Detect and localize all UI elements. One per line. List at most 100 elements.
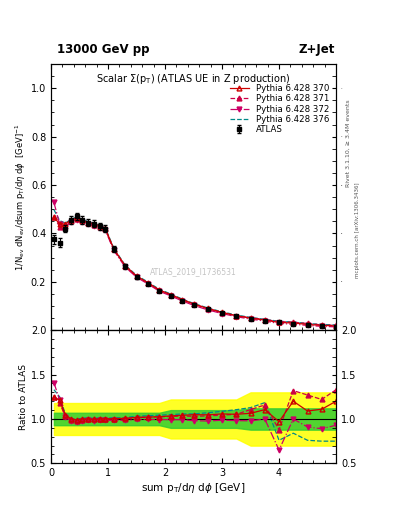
- Pythia 6.428 372: [92, 223, 96, 229]
- Text: ATLAS_2019_I1736531: ATLAS_2019_I1736531: [150, 267, 237, 276]
- Pythia 6.428 370: [248, 315, 253, 321]
- Pythia 6.428 372: [234, 314, 239, 320]
- Pythia 6.428 376: [86, 219, 90, 225]
- Pythia 6.428 370: [145, 280, 150, 286]
- Pythia 6.428 372: [157, 288, 162, 294]
- Pythia 6.428 370: [92, 221, 96, 227]
- Pythia 6.428 370: [57, 221, 62, 227]
- Pythia 6.428 372: [80, 219, 85, 225]
- Pythia 6.428 376: [112, 245, 116, 251]
- Pythia 6.428 370: [80, 217, 85, 223]
- Pythia 6.428 372: [169, 293, 173, 299]
- Pythia 6.428 370: [97, 223, 102, 229]
- Pythia 6.428 370: [220, 309, 224, 315]
- Pythia 6.428 376: [234, 312, 239, 318]
- Line: Pythia 6.428 372: Pythia 6.428 372: [51, 200, 338, 329]
- Pythia 6.428 376: [69, 216, 73, 222]
- Pythia 6.428 376: [97, 222, 102, 228]
- Pythia 6.428 370: [334, 323, 338, 329]
- Pythia 6.428 376: [220, 309, 224, 315]
- Pythia 6.428 371: [305, 321, 310, 327]
- Pythia 6.428 371: [123, 263, 127, 269]
- X-axis label: sum p$_\mathregular{T}$/d$\eta$ d$\phi$ [GeV]: sum p$_\mathregular{T}$/d$\eta$ d$\phi$ …: [141, 481, 246, 495]
- Pythia 6.428 372: [134, 274, 139, 280]
- Text: Z+Jet: Z+Jet: [299, 42, 335, 56]
- Pythia 6.428 376: [123, 262, 127, 268]
- Pythia 6.428 376: [206, 305, 210, 311]
- Pythia 6.428 372: [103, 227, 108, 233]
- Pythia 6.428 372: [145, 281, 150, 287]
- Pythia 6.428 376: [191, 301, 196, 307]
- Pythia 6.428 371: [80, 218, 85, 224]
- Pythia 6.428 372: [74, 217, 79, 223]
- Pythia 6.428 371: [63, 223, 68, 229]
- Pythia 6.428 376: [63, 220, 68, 226]
- Pythia 6.428 371: [180, 296, 185, 303]
- Pythia 6.428 371: [157, 287, 162, 293]
- Pythia 6.428 371: [191, 301, 196, 307]
- Pythia 6.428 372: [97, 225, 102, 231]
- Pythia 6.428 376: [51, 207, 56, 213]
- Pythia 6.428 376: [305, 321, 310, 327]
- Line: Pythia 6.428 376: Pythia 6.428 376: [54, 210, 336, 325]
- Pythia 6.428 371: [169, 292, 173, 298]
- Pythia 6.428 371: [92, 222, 96, 228]
- Pythia 6.428 372: [320, 323, 324, 329]
- Pythia 6.428 371: [248, 314, 253, 321]
- Pythia 6.428 370: [157, 287, 162, 293]
- Pythia 6.428 372: [263, 318, 267, 324]
- Pythia 6.428 371: [97, 224, 102, 230]
- Pythia 6.428 370: [305, 322, 310, 328]
- Pythia 6.428 376: [291, 319, 296, 325]
- Pythia 6.428 376: [334, 322, 338, 328]
- Pythia 6.428 372: [305, 323, 310, 329]
- Pythia 6.428 370: [291, 320, 296, 326]
- Text: Rivet 3.1.10, ≥ 3.4M events: Rivet 3.1.10, ≥ 3.4M events: [345, 99, 350, 187]
- Pythia 6.428 376: [134, 272, 139, 279]
- Pythia 6.428 371: [320, 322, 324, 328]
- Pythia 6.428 371: [74, 216, 79, 222]
- Pythia 6.428 370: [63, 221, 68, 227]
- Pythia 6.428 372: [291, 321, 296, 327]
- Pythia 6.428 376: [74, 214, 79, 220]
- Pythia 6.428 376: [169, 291, 173, 297]
- Pythia 6.428 371: [51, 214, 56, 220]
- Pythia 6.428 371: [234, 313, 239, 319]
- Pythia 6.428 371: [263, 316, 267, 323]
- Pythia 6.428 370: [134, 273, 139, 279]
- Pythia 6.428 376: [277, 318, 281, 325]
- Pythia 6.428 370: [103, 225, 108, 231]
- Pythia 6.428 372: [51, 199, 56, 205]
- Pythia 6.428 376: [157, 286, 162, 292]
- Pythia 6.428 370: [263, 317, 267, 323]
- Pythia 6.428 370: [51, 214, 56, 220]
- Pythia 6.428 372: [334, 324, 338, 330]
- Line: Pythia 6.428 370: Pythia 6.428 370: [51, 215, 338, 328]
- Pythia 6.428 370: [86, 220, 90, 226]
- Pythia 6.428 376: [320, 322, 324, 328]
- Pythia 6.428 372: [57, 221, 62, 227]
- Pythia 6.428 372: [180, 298, 185, 304]
- Pythia 6.428 372: [112, 247, 116, 253]
- Pythia 6.428 371: [134, 273, 139, 280]
- Pythia 6.428 370: [180, 296, 185, 303]
- Line: Pythia 6.428 371: Pythia 6.428 371: [51, 215, 338, 328]
- Y-axis label: 1/N$_\mathregular{ev}$ dN$_\mathregular{ev}$/dsum p$_\mathregular{T}$/d$\eta$ d$: 1/N$_\mathregular{ev}$ dN$_\mathregular{…: [14, 123, 28, 271]
- Y-axis label: Ratio to ATLAS: Ratio to ATLAS: [19, 364, 28, 430]
- Pythia 6.428 372: [248, 316, 253, 322]
- Pythia 6.428 370: [320, 323, 324, 329]
- Pythia 6.428 371: [206, 306, 210, 312]
- Pythia 6.428 370: [206, 305, 210, 311]
- Pythia 6.428 371: [112, 246, 116, 252]
- Pythia 6.428 370: [123, 263, 127, 269]
- Pythia 6.428 372: [220, 310, 224, 316]
- Pythia 6.428 370: [74, 215, 79, 221]
- Pythia 6.428 376: [248, 314, 253, 321]
- Text: 13000 GeV pp: 13000 GeV pp: [57, 42, 149, 56]
- Pythia 6.428 376: [80, 216, 85, 222]
- Pythia 6.428 376: [57, 218, 62, 224]
- Pythia 6.428 370: [169, 292, 173, 298]
- Pythia 6.428 376: [92, 220, 96, 226]
- Pythia 6.428 376: [263, 316, 267, 323]
- Text: Scalar $\Sigma$(p$_\mathregular{T}$) (ATLAS UE in Z production): Scalar $\Sigma$(p$_\mathregular{T}$) (AT…: [96, 72, 291, 86]
